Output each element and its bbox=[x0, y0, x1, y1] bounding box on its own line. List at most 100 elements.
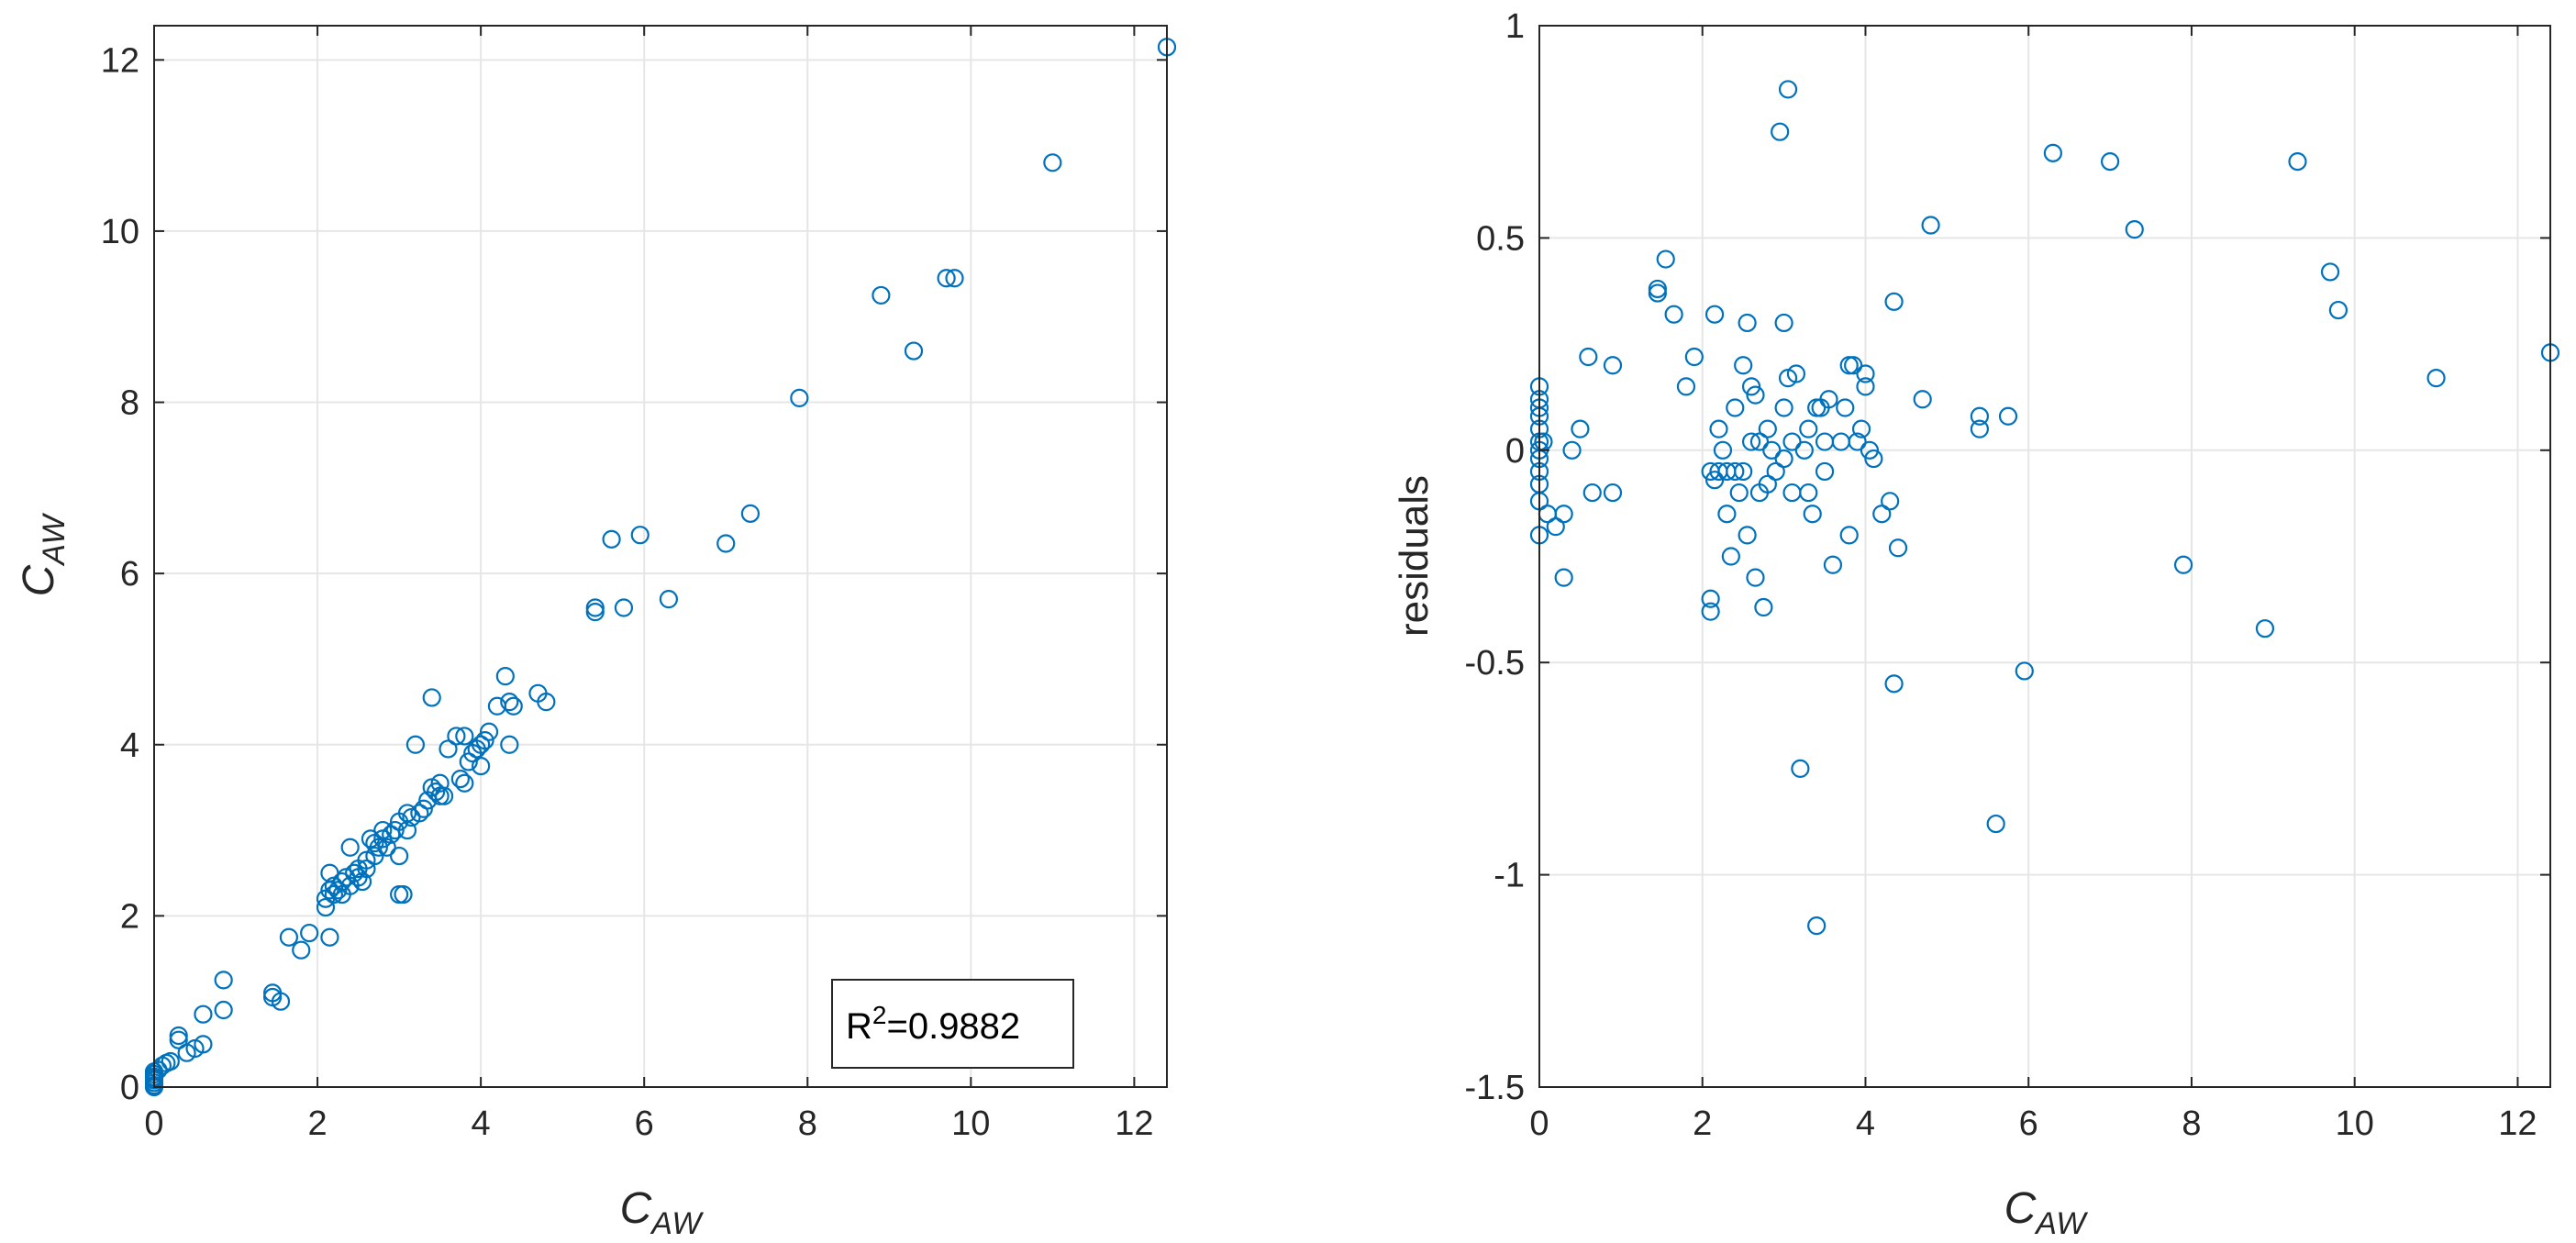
data-point bbox=[1782, 432, 1802, 451]
data-point bbox=[945, 269, 964, 288]
x-tick-label: 2 bbox=[1693, 1104, 1712, 1143]
data-point bbox=[2328, 300, 2348, 320]
data-point bbox=[2426, 369, 2446, 388]
data-point bbox=[1701, 589, 1720, 608]
data-point bbox=[1043, 153, 1062, 172]
data-point bbox=[271, 992, 291, 1011]
data-point bbox=[1819, 390, 1838, 409]
y-tick-label: 4 bbox=[120, 727, 139, 765]
x-axis-title-sub: AW bbox=[650, 1206, 704, 1241]
residuals-plot: 0 2 4 6 8 10 12 -1.5 -1 -0.5 0 0.5 1 CAW residuals bbox=[1392, 7, 2560, 1241]
y-tick-label: -1.5 bbox=[1465, 1069, 1525, 1107]
data-point bbox=[394, 884, 413, 905]
x-axis-title: CAW bbox=[2004, 1184, 2089, 1241]
data-point bbox=[1791, 759, 1810, 779]
data-point bbox=[1582, 483, 1602, 503]
data-point bbox=[790, 388, 809, 407]
data-point bbox=[459, 752, 478, 771]
x-axis-title: CAW bbox=[620, 1184, 705, 1241]
data-point bbox=[455, 773, 474, 793]
data-point bbox=[614, 598, 634, 617]
axes-box bbox=[1538, 25, 2551, 1088]
data-point bbox=[316, 897, 336, 917]
y-tick-label: 12 bbox=[101, 41, 139, 80]
y-tick-label: 0.5 bbox=[1476, 219, 1525, 258]
data-point bbox=[1884, 292, 1904, 311]
data-point bbox=[385, 820, 405, 840]
data-point bbox=[161, 1051, 180, 1071]
data-point bbox=[495, 667, 515, 686]
x-tick-label: 4 bbox=[1856, 1104, 1875, 1143]
data-point bbox=[1746, 568, 1765, 587]
data-point bbox=[1970, 419, 1990, 438]
data-point bbox=[434, 786, 454, 805]
data-point bbox=[1554, 505, 1573, 524]
data-point bbox=[1844, 356, 1863, 375]
data-point bbox=[1848, 432, 1867, 451]
data-point bbox=[1786, 364, 1806, 383]
x-axis-title-main: C bbox=[2004, 1184, 2037, 1233]
data-point bbox=[169, 1026, 188, 1046]
data-point bbox=[1717, 505, 1737, 524]
x-tick-label: 10 bbox=[951, 1104, 990, 1143]
data-point bbox=[2125, 220, 2144, 239]
annotation-superscript: 2 bbox=[872, 1001, 887, 1029]
data-point bbox=[320, 927, 339, 947]
data-point bbox=[410, 804, 429, 823]
data-point bbox=[1734, 356, 1753, 375]
data-point bbox=[2015, 661, 2034, 681]
data-point bbox=[1864, 449, 1883, 469]
y-tick-label: 1 bbox=[1505, 7, 1525, 46]
data-point bbox=[1713, 440, 1733, 460]
data-point bbox=[585, 598, 605, 617]
data-point bbox=[1815, 461, 1835, 482]
data-point bbox=[352, 871, 372, 892]
data-point bbox=[475, 731, 494, 750]
data-point bbox=[1774, 398, 1793, 417]
data-point bbox=[479, 722, 499, 741]
data-point bbox=[1704, 305, 1725, 324]
data-point bbox=[716, 534, 736, 553]
data-point bbox=[1554, 568, 1573, 587]
data-point bbox=[1721, 547, 1740, 566]
data-point bbox=[1664, 305, 1683, 324]
y-tick-label: 6 bbox=[120, 555, 139, 594]
data-point bbox=[1884, 674, 1904, 694]
axis-ticks: 0 2 4 6 8 10 12 0 2 4 6 8 10 12 bbox=[101, 26, 1167, 1143]
data-point bbox=[1836, 398, 1855, 417]
data-point bbox=[904, 341, 924, 361]
data-point bbox=[214, 1000, 233, 1020]
x-tick-label: 8 bbox=[2182, 1104, 2201, 1143]
data-point bbox=[1648, 279, 1667, 299]
y-tick-label: 8 bbox=[120, 384, 139, 423]
grid-lines bbox=[154, 26, 1167, 1087]
data-point bbox=[1603, 483, 1623, 503]
data-point bbox=[369, 838, 388, 857]
data-point bbox=[1839, 526, 1859, 545]
data-point bbox=[439, 739, 458, 759]
data-point bbox=[1709, 419, 1728, 438]
data-point bbox=[1746, 385, 1765, 405]
data-point bbox=[1704, 471, 1725, 490]
y-axis-title: residuals bbox=[1392, 475, 1437, 637]
data-point bbox=[279, 927, 299, 947]
y-tick-label: -1 bbox=[1493, 857, 1525, 895]
x-tick-label: 12 bbox=[2498, 1104, 2537, 1143]
data-point bbox=[1762, 440, 1782, 460]
data-point bbox=[1856, 364, 1875, 383]
y-tick-label: -0.5 bbox=[1465, 644, 1525, 683]
data-point bbox=[2043, 143, 2062, 162]
data-point bbox=[1648, 283, 1667, 303]
data-point bbox=[389, 846, 409, 866]
data-point bbox=[169, 1030, 188, 1049]
data-point bbox=[365, 846, 384, 866]
data-point bbox=[1888, 538, 1908, 558]
data-point bbox=[659, 590, 679, 609]
data-point bbox=[1734, 461, 1753, 482]
data-point bbox=[1741, 377, 1761, 396]
annotation-prefix: R bbox=[846, 1006, 872, 1047]
data-point bbox=[585, 603, 605, 622]
data-point bbox=[504, 696, 523, 716]
